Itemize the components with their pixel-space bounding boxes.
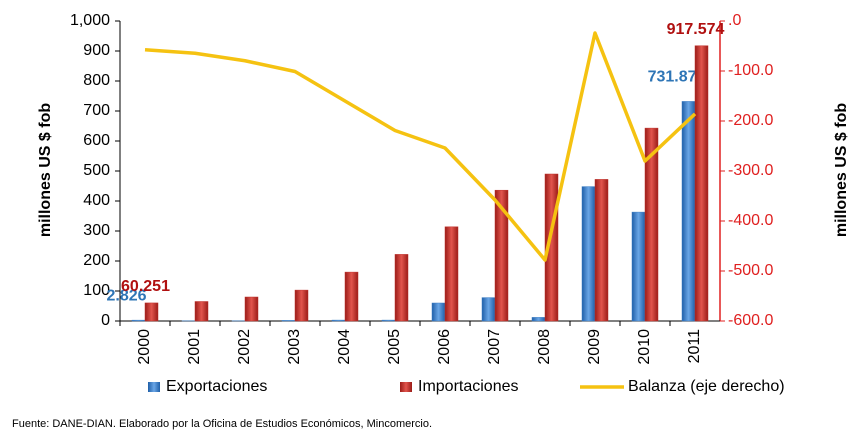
x-tick-label: 2005 xyxy=(386,329,403,365)
bar xyxy=(344,271,359,322)
y2-tick-label: -200.0 xyxy=(728,112,773,129)
x-tick-label: 2000 xyxy=(136,329,153,365)
x-tick-label: 2001 xyxy=(186,329,203,365)
bar xyxy=(131,319,146,322)
bar xyxy=(244,296,259,322)
y2-tick-label: -100.0 xyxy=(728,62,773,79)
y-axis-label: millones US $ fob xyxy=(37,103,54,237)
line xyxy=(144,31,697,262)
y2-tick-label: -500.0 xyxy=(728,262,773,279)
bar xyxy=(144,302,159,322)
bar xyxy=(644,127,659,322)
y2-tick-label: .0 xyxy=(728,12,741,29)
data-label: 60.251 xyxy=(121,278,170,295)
x-tick-label: 2009 xyxy=(586,329,603,365)
data-label: 917.574 xyxy=(667,21,725,38)
y-tick-label: 1,000 xyxy=(70,12,110,29)
legend-label: Exportaciones xyxy=(166,378,267,395)
y-tick-label: 900 xyxy=(83,42,110,59)
x-tick-label: 2006 xyxy=(436,329,453,365)
x-tick-label: 2011 xyxy=(686,329,703,364)
y-tick-label: 700 xyxy=(83,102,110,119)
y2-axis-label: millones US $ fob xyxy=(833,103,850,237)
y-tick-label: 0 xyxy=(101,312,110,329)
y2-tick-label: -600.0 xyxy=(728,312,773,329)
bar xyxy=(531,317,546,322)
x-tick-label: 2004 xyxy=(336,329,353,365)
y-tick-label: 100 xyxy=(83,282,110,299)
bar xyxy=(444,226,459,322)
source-note: Fuente: DANE-DIAN. Elaborado por la Ofic… xyxy=(12,418,432,430)
y2-tick-label: -300.0 xyxy=(728,162,773,179)
x-tick-label: 2002 xyxy=(236,329,253,365)
bar xyxy=(494,189,509,322)
data-label: 731.875 xyxy=(648,69,706,86)
bar xyxy=(194,301,209,322)
x-tick-label: 2010 xyxy=(636,329,653,365)
y-tick-label: 500 xyxy=(83,162,110,179)
y2-tick-label: -400.0 xyxy=(728,212,773,229)
bar xyxy=(394,254,409,322)
bar xyxy=(681,101,696,322)
legend-label: Balanza (eje derecho) xyxy=(628,378,785,395)
bar xyxy=(594,179,609,322)
legend-label: Importaciones xyxy=(418,378,519,395)
bar xyxy=(331,319,346,322)
y-tick-label: 200 xyxy=(83,252,110,269)
bar xyxy=(281,320,296,322)
bar xyxy=(431,302,446,322)
y-tick-label: 600 xyxy=(83,132,110,149)
y-tick-label: 300 xyxy=(83,222,110,239)
legend-swatch xyxy=(400,382,412,392)
x-tick-label: 2007 xyxy=(486,329,503,365)
bar xyxy=(294,289,309,322)
bar xyxy=(581,186,596,322)
bar xyxy=(631,211,646,322)
bar xyxy=(481,297,496,322)
legend-swatch xyxy=(148,382,160,392)
y-tick-label: 800 xyxy=(83,72,110,89)
x-tick-label: 2003 xyxy=(286,329,303,365)
y-tick-label: 400 xyxy=(83,192,110,209)
data-label: 2.826 xyxy=(106,287,146,304)
bar xyxy=(694,45,709,322)
bar xyxy=(381,319,396,322)
x-tick-label: 2008 xyxy=(536,329,553,365)
